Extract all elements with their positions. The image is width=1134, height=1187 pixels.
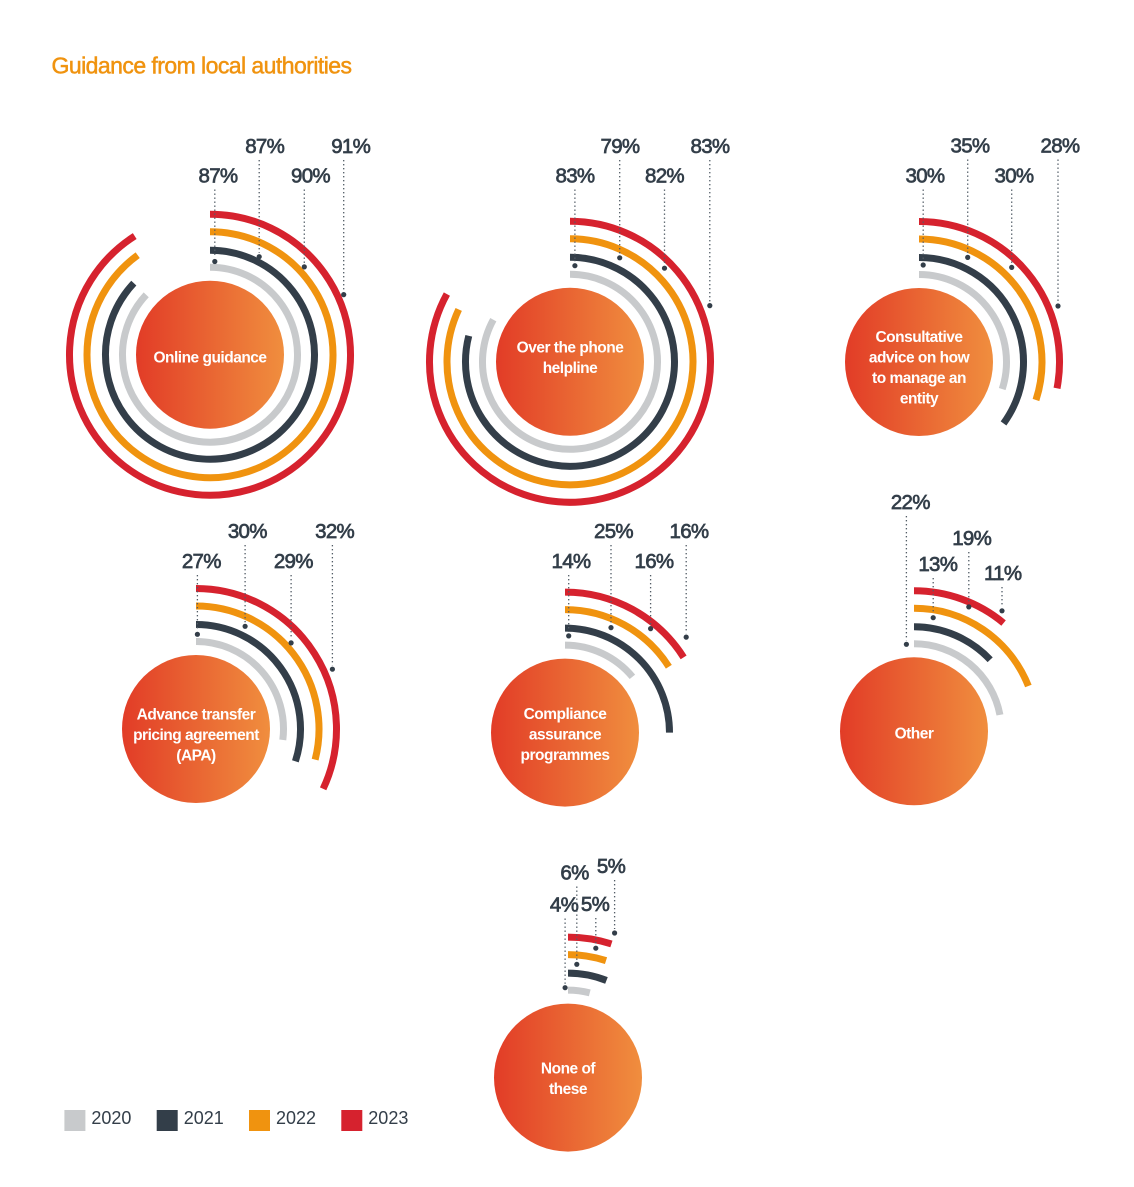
svg-text:assurance: assurance xyxy=(529,727,602,744)
svg-text:Guidance from local authoritie: Guidance from local authorities xyxy=(52,53,352,79)
svg-text:Advance transfer: Advance transfer xyxy=(137,707,256,724)
svg-text:83%: 83% xyxy=(691,135,730,158)
svg-text:2020: 2020 xyxy=(91,1108,131,1128)
svg-text:4%: 4% xyxy=(550,894,579,917)
svg-text:2021: 2021 xyxy=(184,1108,224,1128)
svg-text:35%: 35% xyxy=(951,135,990,158)
svg-text:Compliance: Compliance xyxy=(524,706,608,723)
svg-text:82%: 82% xyxy=(645,165,684,188)
svg-text:29%: 29% xyxy=(274,550,313,573)
svg-text:30%: 30% xyxy=(995,165,1034,188)
svg-text:to manage an: to manage an xyxy=(872,370,966,387)
svg-text:91%: 91% xyxy=(331,135,370,158)
svg-text:pricing agreement: pricing agreement xyxy=(133,727,259,744)
svg-text:5%: 5% xyxy=(581,893,610,916)
svg-text:30%: 30% xyxy=(228,520,267,543)
svg-text:Consultative: Consultative xyxy=(875,329,963,346)
svg-text:19%: 19% xyxy=(952,527,991,550)
svg-text:advice on how: advice on how xyxy=(869,350,971,367)
svg-text:Online guidance: Online guidance xyxy=(153,350,267,367)
svg-text:16%: 16% xyxy=(670,520,709,543)
svg-text:14%: 14% xyxy=(552,550,591,573)
svg-text:11%: 11% xyxy=(984,562,1022,585)
svg-text:30%: 30% xyxy=(906,165,945,188)
svg-text:28%: 28% xyxy=(1041,135,1080,158)
svg-text:79%: 79% xyxy=(601,135,640,158)
svg-text:2022: 2022 xyxy=(276,1108,316,1128)
svg-text:5%: 5% xyxy=(597,855,626,878)
svg-text:6%: 6% xyxy=(560,862,589,885)
svg-text:helpline: helpline xyxy=(543,360,598,377)
svg-text:Other: Other xyxy=(895,726,934,743)
svg-text:these: these xyxy=(549,1081,588,1098)
svg-text:87%: 87% xyxy=(245,135,284,158)
svg-text:87%: 87% xyxy=(199,165,238,188)
svg-text:programmes: programmes xyxy=(521,747,610,764)
svg-text:83%: 83% xyxy=(556,165,595,188)
svg-text:13%: 13% xyxy=(918,553,957,576)
svg-text:Over the phone: Over the phone xyxy=(517,339,625,356)
svg-text:entity: entity xyxy=(900,391,939,408)
svg-text:None of: None of xyxy=(541,1061,597,1078)
svg-text:32%: 32% xyxy=(315,520,354,543)
svg-text:(APA): (APA) xyxy=(176,747,216,764)
svg-text:25%: 25% xyxy=(594,520,633,543)
svg-text:16%: 16% xyxy=(635,550,674,573)
svg-text:22%: 22% xyxy=(891,491,930,514)
svg-text:27%: 27% xyxy=(182,550,221,573)
svg-text:90%: 90% xyxy=(291,165,330,188)
svg-text:2023: 2023 xyxy=(368,1108,408,1128)
